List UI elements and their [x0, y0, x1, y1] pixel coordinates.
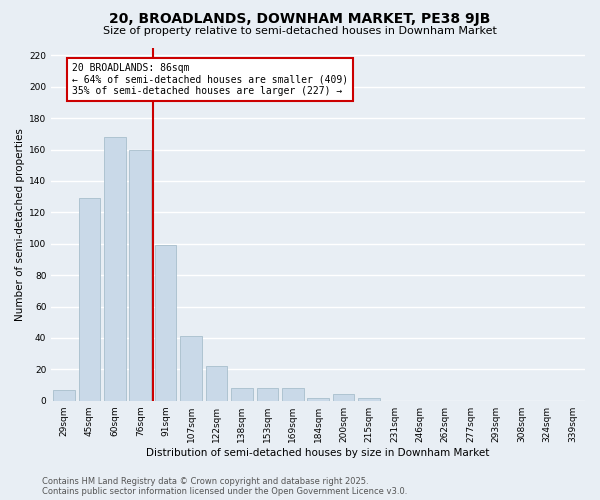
Bar [307, 398, 329, 400]
Bar [53, 390, 75, 400]
Bar [231, 388, 253, 400]
Bar [257, 388, 278, 400]
Bar [180, 336, 202, 400]
Text: Size of property relative to semi-detached houses in Downham Market: Size of property relative to semi-detach… [103, 26, 497, 36]
Bar [79, 198, 100, 400]
Bar [155, 246, 176, 400]
Text: 20 BROADLANDS: 86sqm
← 64% of semi-detached houses are smaller (409)
35% of semi: 20 BROADLANDS: 86sqm ← 64% of semi-detac… [71, 63, 348, 96]
X-axis label: Distribution of semi-detached houses by size in Downham Market: Distribution of semi-detached houses by … [146, 448, 490, 458]
Bar [206, 366, 227, 400]
Bar [130, 150, 151, 400]
Bar [333, 394, 355, 400]
Text: 20, BROADLANDS, DOWNHAM MARKET, PE38 9JB: 20, BROADLANDS, DOWNHAM MARKET, PE38 9JB [109, 12, 491, 26]
Bar [104, 137, 125, 400]
Bar [282, 388, 304, 400]
Bar [358, 398, 380, 400]
Text: Contains HM Land Registry data © Crown copyright and database right 2025.
Contai: Contains HM Land Registry data © Crown c… [42, 476, 407, 496]
Y-axis label: Number of semi-detached properties: Number of semi-detached properties [15, 128, 25, 320]
